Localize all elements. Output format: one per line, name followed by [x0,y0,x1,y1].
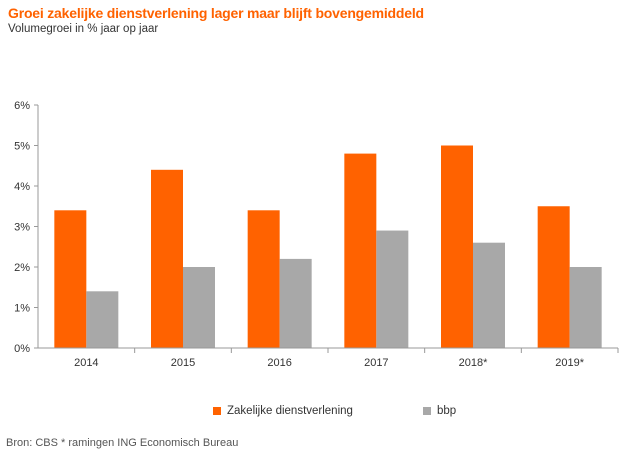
bar-zakelijke [247,210,280,348]
bar-bbp [473,242,505,348]
x-tick-label: 2018* [459,357,488,369]
y-tick-label: 5% [14,141,30,153]
x-tick-label: 2017 [364,357,388,369]
chart-title: Groei zakelijke dienstverlening lager ma… [8,5,424,21]
y-tick-label: 3% [14,222,30,234]
bar-zakelijke [151,169,183,348]
legend-item-zakelijke: Zakelijke dienstverlening [213,405,353,417]
legend-item-bbp: bbp [423,405,456,417]
legend-label-zakelijke: Zakelijke dienstverlening [227,405,353,417]
y-tick-label: 1% [14,303,30,315]
chart-legend: Zakelijke dienstverlening bbp [0,405,631,423]
x-tick-label: 2019* [555,357,584,369]
bar-bbp [376,230,409,348]
legend-swatch-bbp [423,407,431,415]
y-tick-label: 0% [14,343,30,355]
y-tick-label: 6% [14,100,30,112]
x-tick-label: 2014 [74,357,98,369]
bar-chart: 0% 1% 2% 3% 4% 5% 6% 2014 2015 2016 2017 2018* 2019* [14,100,619,369]
chart-subtitle: Volumegroei in % jaar op jaar [8,23,159,35]
bar-bbp [569,267,602,348]
bar-bbp [183,267,215,348]
source-note: Bron: CBS * ramingen ING Economisch Bure… [6,437,239,449]
legend-label-bbp: bbp [437,405,457,417]
x-tick-label: 2016 [267,357,291,369]
legend-swatch-zakelijke [213,407,221,415]
bar-zakelijke [441,145,473,348]
x-tick-label: 2015 [171,357,195,369]
bar-zakelijke [54,210,87,348]
bar-bbp [86,291,119,348]
y-tick-label: 2% [14,262,30,274]
bar-bbp [279,258,312,348]
y-tick-label: 4% [14,181,30,193]
bar-zakelijke [537,206,570,348]
bar-zakelijke [344,153,377,348]
